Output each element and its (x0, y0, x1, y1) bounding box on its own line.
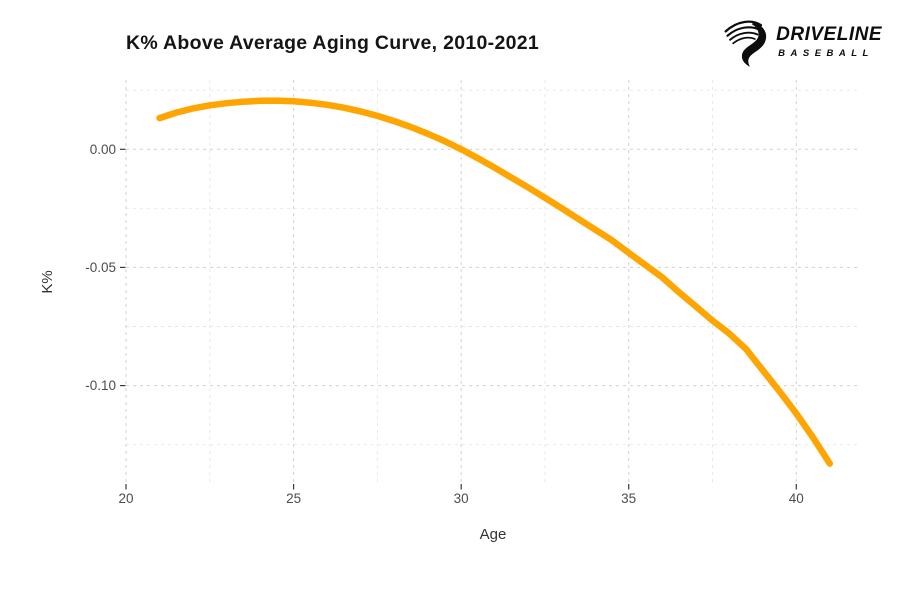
x-tick-label: 20 (118, 491, 133, 506)
x-tick-label: 25 (286, 491, 301, 506)
y-tick-label: -0.05 (85, 260, 116, 275)
y-tick-label: -0.10 (85, 378, 116, 393)
curve-series (156, 97, 834, 467)
logo-sub-text: BASEBALL (778, 47, 874, 59)
x-tick-label: 30 (454, 491, 469, 506)
y-axis-title: K% (39, 270, 56, 293)
driveline-logo: DRIVELINE BASEBALL (723, 15, 882, 69)
chart-title: K% Above Average Aging Curve, 2010-2021 (126, 32, 540, 54)
x-tick-label: 35 (621, 491, 636, 506)
minor-gridlines (126, 80, 860, 483)
logo-brand-text: DRIVELINE (776, 24, 882, 46)
axis-tick-labels: 20 25 30 35 40 0.00 -0.05 -0.10 (85, 142, 804, 506)
major-gridlines (125, 80, 860, 483)
axis-ticks (120, 148, 797, 490)
y-tick-label: 0.00 (90, 142, 116, 157)
x-axis-title: Age (480, 526, 507, 543)
x-tick-label: 40 (789, 491, 804, 506)
driveline-swoosh-icon (724, 20, 767, 67)
